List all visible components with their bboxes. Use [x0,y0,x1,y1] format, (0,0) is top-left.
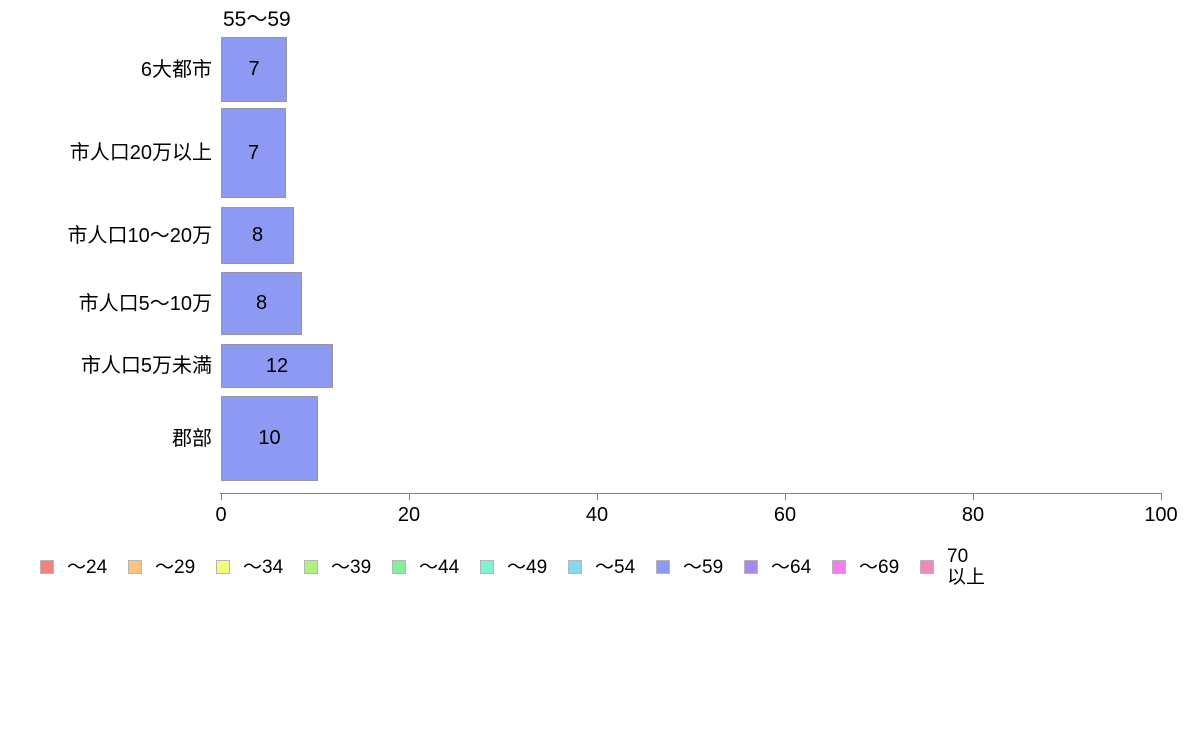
x-axis-tick-mark [1161,494,1162,500]
legend-item-label: 〜44 [419,556,460,578]
bar: 7 [221,37,287,102]
bar-value-label: 10 [258,427,281,449]
category-label: 市人口5〜10万 [78,292,212,315]
bar: 12 [221,344,333,388]
legend-color-swatch [40,560,54,574]
x-axis-tick-mark [221,494,222,500]
category-label: 6大都市 [140,58,212,81]
legend-item-label: 〜64 [771,556,812,578]
legend-color-swatch [920,560,934,574]
bar-value-label: 7 [247,141,260,164]
legend-item: 〜64 [744,547,811,587]
legend-item-label: 〜39 [331,556,372,578]
legend-item: 〜59 [656,547,723,587]
legend-item-label: 〜59 [683,556,724,578]
x-axis-tick-mark [409,494,410,500]
x-axis-tick-mark [973,494,974,500]
x-axis-tick-label: 60 [773,504,797,526]
legend-color-swatch [480,560,494,574]
bar: 10 [221,396,318,481]
legend-color-swatch [744,560,758,574]
legend-item: 〜34 [216,547,283,587]
x-axis-tick-label: 0 [215,504,227,526]
bar-value-label: 12 [265,354,289,377]
x-axis-tick-label: 100 [1144,504,1178,526]
x-axis-tick-label: 20 [397,504,421,526]
legend-item: 〜54 [568,547,635,587]
legend-color-swatch [216,560,230,574]
bar-value-label: 8 [251,224,264,246]
category-label: 市人口5万未満 [80,355,212,377]
x-axis-line [220,493,1162,494]
legend-item-label: 70 以上 [947,546,986,588]
legend-item-label: 〜54 [595,556,636,578]
legend-item-label: 〜49 [507,556,548,578]
bar-value-label: 7 [248,58,260,80]
legend-item: 〜49 [480,547,547,587]
x-axis-tick-mark [597,494,598,500]
chart-title: 55〜59 [223,8,291,31]
legend-item: 〜69 [832,547,899,587]
legend-item: 〜29 [128,547,195,587]
legend-item-label: 〜29 [155,556,196,578]
legend-color-swatch [128,560,142,574]
x-axis-tick-label: 80 [961,504,985,526]
category-label: 市人口20万以上 [69,142,212,164]
legend-color-swatch [392,560,406,574]
bar: 7 [221,108,286,198]
legend-item-label: 〜24 [67,556,108,578]
x-axis-tick-mark [785,494,786,500]
legend-item: 〜39 [304,547,371,587]
legend-item: 〜24 [40,547,107,587]
category-label: 市人口10〜20万 [67,224,213,247]
bar-value-label: 8 [255,292,268,314]
legend-item-label: 〜69 [859,556,900,578]
legend-item-label: 〜34 [243,556,284,578]
x-axis-tick-label: 40 [585,504,609,526]
legend-color-swatch [656,560,670,574]
legend-color-swatch [568,560,582,574]
legend-item: 〜44 [392,547,459,587]
bar: 8 [221,207,294,264]
legend-color-swatch [832,560,846,574]
category-label: 郡部 [172,427,212,450]
legend-item: 70 以上 [920,546,986,588]
legend-color-swatch [304,560,318,574]
bar: 8 [221,272,302,335]
